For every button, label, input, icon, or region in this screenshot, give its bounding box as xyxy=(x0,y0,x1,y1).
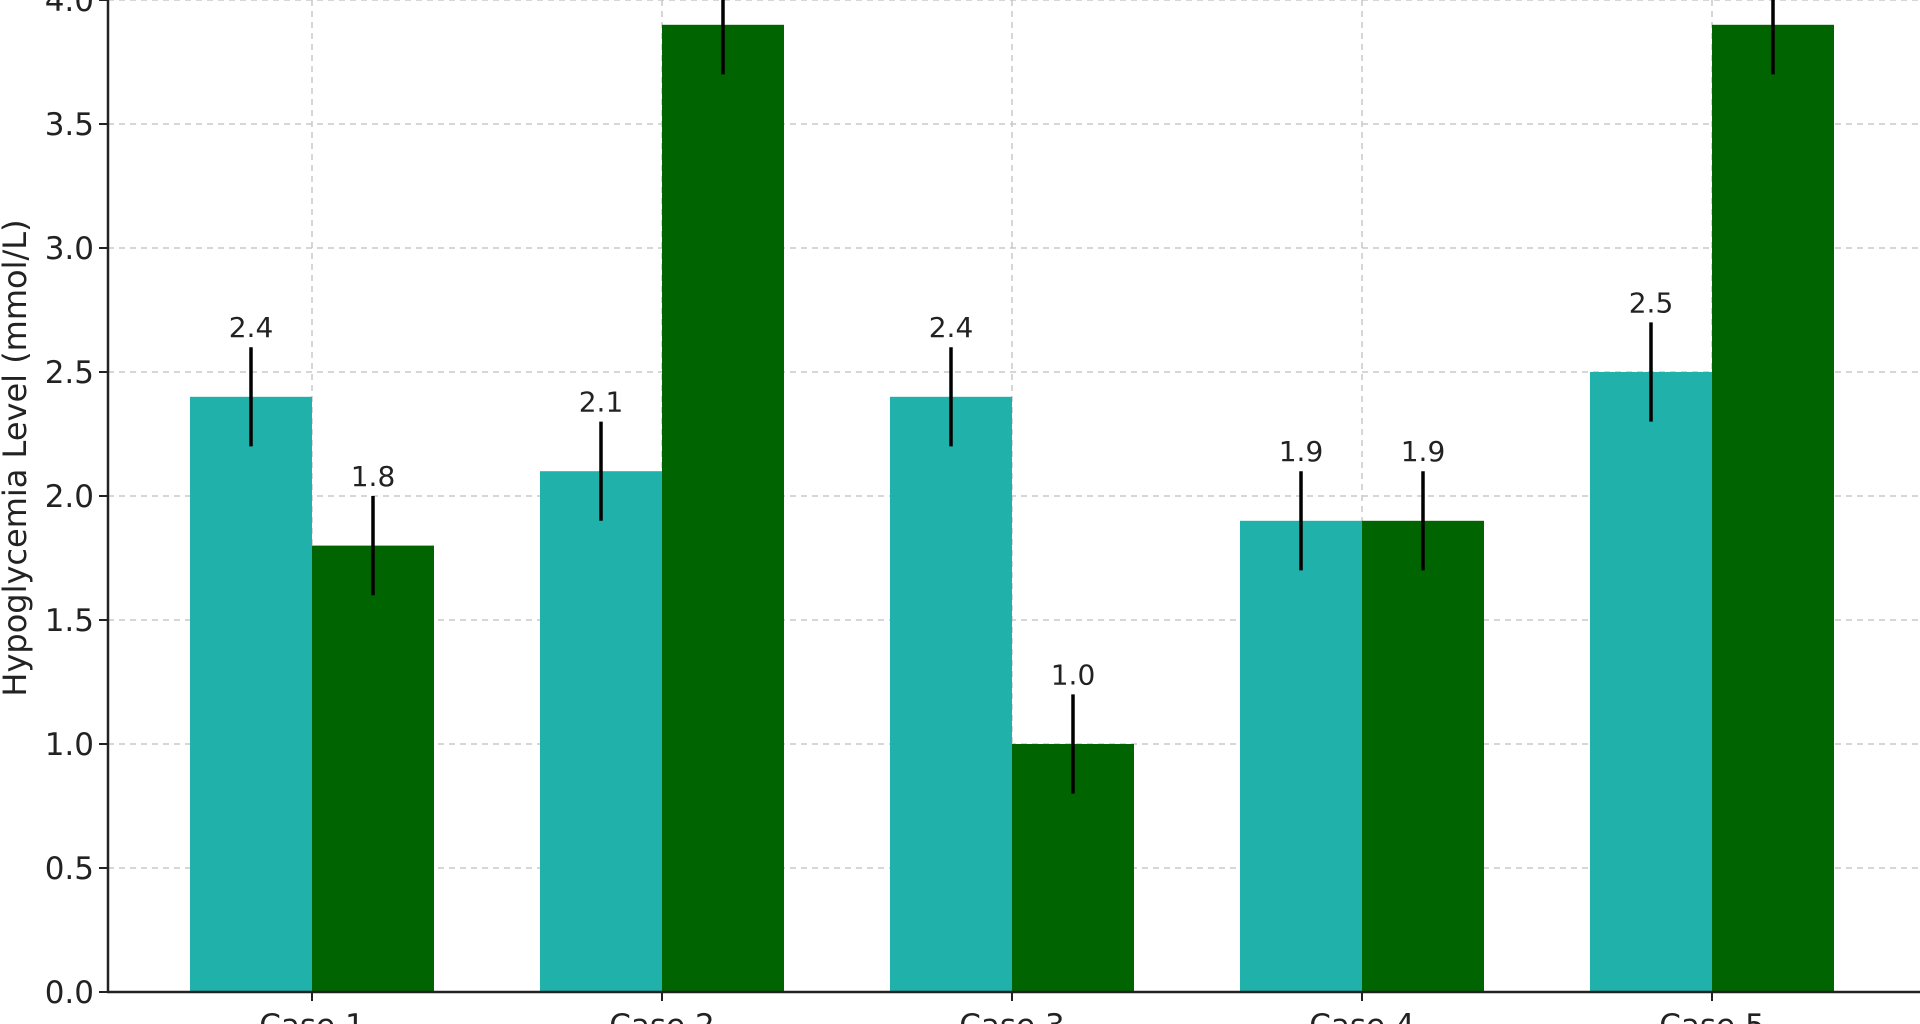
y-tick-label: 2.5 xyxy=(45,355,94,391)
data-label: 1.8 xyxy=(351,460,396,493)
data-label: 1.9 xyxy=(1401,435,1446,468)
category-label: Case 5 xyxy=(1659,1008,1764,1024)
y-tick-label: 4.0 xyxy=(45,0,94,19)
data-label: 1.9 xyxy=(1279,435,1324,468)
y-tick-label: 3.5 xyxy=(45,107,94,143)
bar-series-2 xyxy=(312,545,434,992)
bar-series-2 xyxy=(1712,24,1834,993)
data-label: 2.4 xyxy=(229,311,274,344)
y-tick-label: 2.0 xyxy=(45,479,94,515)
bar-series-1 xyxy=(1240,520,1362,992)
y-axis-title: Hypoglycemia Level (mmol/L) xyxy=(0,219,34,696)
data-label: 2.5 xyxy=(1629,286,1674,319)
bar-series-2 xyxy=(1362,520,1484,992)
category-label: Case 1 xyxy=(259,1008,364,1024)
data-label: 2.4 xyxy=(929,311,974,344)
bar-series-1 xyxy=(1590,372,1712,992)
category-label: Case 2 xyxy=(609,1008,714,1024)
bar-series-2 xyxy=(662,24,784,993)
axes: 0.0 0.5 1.0 1.5 2.0 2.5 3.0 3.5 4.0 Case 1 Case 2 C… xyxy=(45,0,1920,1024)
bar-series-1 xyxy=(190,396,312,992)
bar-series-1 xyxy=(540,471,662,992)
y-tick-label: 1.5 xyxy=(45,603,94,639)
data-labels: 2.4 2.1 2.4 1.9 2.5 1.8 1.0 1.9 xyxy=(229,286,1674,691)
data-label: 2.1 xyxy=(579,386,624,419)
y-tick-label: 1.0 xyxy=(45,727,94,763)
data-label: 1.0 xyxy=(1051,658,1096,691)
y-tick-label: 0.0 xyxy=(45,975,94,1011)
bar-series-1 xyxy=(890,396,1012,992)
category-label: Case 3 xyxy=(959,1008,1064,1024)
category-label: Case 4 xyxy=(1309,1008,1414,1024)
error-bars xyxy=(249,0,1775,794)
bars xyxy=(190,24,1834,993)
y-tick-label: 3.0 xyxy=(45,231,94,267)
y-tick-label: 0.5 xyxy=(45,851,94,887)
